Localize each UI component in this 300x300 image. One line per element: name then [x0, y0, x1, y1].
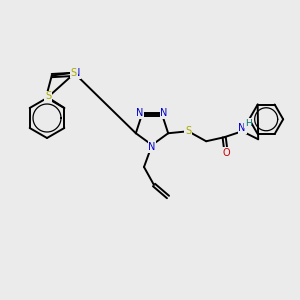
Text: O: O	[222, 148, 230, 158]
Text: N: N	[148, 142, 156, 152]
Text: N: N	[73, 68, 80, 78]
Text: S: S	[45, 92, 51, 101]
Text: H: H	[245, 119, 251, 128]
Text: N: N	[136, 108, 144, 118]
Text: N: N	[160, 108, 168, 118]
Text: S: S	[185, 126, 191, 136]
Text: N: N	[238, 123, 246, 133]
Text: S: S	[71, 68, 77, 78]
